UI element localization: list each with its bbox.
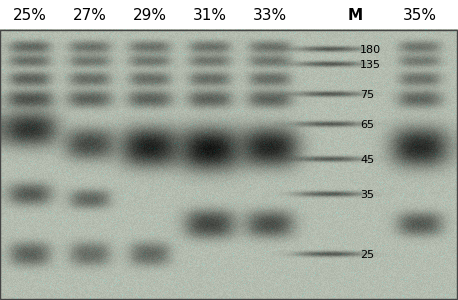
Text: 29%: 29% (133, 8, 167, 23)
Text: M: M (348, 8, 363, 23)
Text: 45: 45 (360, 155, 374, 165)
Text: 27%: 27% (73, 8, 107, 23)
Text: 35: 35 (360, 190, 374, 200)
Text: 65: 65 (360, 120, 374, 130)
Text: 31%: 31% (193, 8, 227, 23)
Text: 25: 25 (360, 250, 374, 260)
Bar (0, 30, 457, 299)
Text: 33%: 33% (253, 8, 287, 23)
Text: 25%: 25% (13, 8, 47, 23)
Text: 135: 135 (360, 60, 381, 70)
Text: 35%: 35% (403, 8, 437, 23)
Text: 180: 180 (360, 45, 381, 55)
Text: 75: 75 (360, 90, 374, 100)
